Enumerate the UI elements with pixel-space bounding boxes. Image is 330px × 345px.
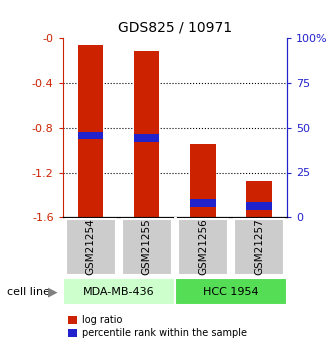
FancyBboxPatch shape: [178, 218, 228, 275]
Text: MDA-MB-436: MDA-MB-436: [83, 287, 155, 296]
Text: GSM21256: GSM21256: [198, 218, 208, 275]
FancyBboxPatch shape: [175, 277, 287, 306]
Text: ▶: ▶: [48, 285, 58, 298]
Text: GSM21257: GSM21257: [254, 218, 264, 275]
Bar: [78, 45, 103, 217]
Bar: [134, 51, 159, 217]
Text: HCC 1954: HCC 1954: [203, 287, 259, 296]
Bar: [78, 131, 103, 139]
Bar: [134, 134, 159, 142]
Bar: [190, 145, 215, 217]
Title: GDS825 / 10971: GDS825 / 10971: [118, 20, 232, 34]
FancyBboxPatch shape: [63, 277, 175, 306]
Bar: [190, 199, 215, 207]
Legend: log ratio, percentile rank within the sample: log ratio, percentile rank within the sa…: [68, 315, 247, 338]
FancyBboxPatch shape: [65, 218, 116, 275]
Text: GSM21255: GSM21255: [142, 218, 152, 275]
Text: GSM21254: GSM21254: [86, 218, 96, 275]
FancyBboxPatch shape: [234, 218, 284, 275]
Text: cell line: cell line: [7, 287, 50, 296]
FancyBboxPatch shape: [121, 218, 172, 275]
Bar: [247, 202, 272, 210]
Bar: [247, 181, 272, 217]
